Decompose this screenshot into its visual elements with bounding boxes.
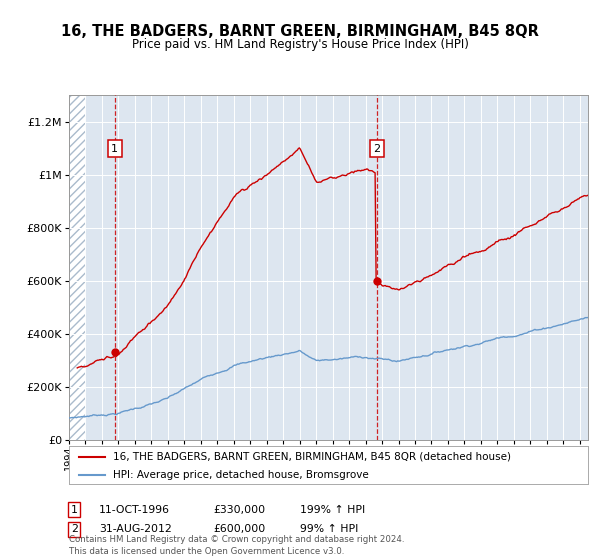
Text: 99% ↑ HPI: 99% ↑ HPI [300,524,358,534]
Text: £600,000: £600,000 [213,524,265,534]
Text: 2: 2 [373,143,380,153]
Text: 16, THE BADGERS, BARNT GREEN, BIRMINGHAM, B45 8QR (detached house): 16, THE BADGERS, BARNT GREEN, BIRMINGHAM… [113,452,511,462]
Text: Price paid vs. HM Land Registry's House Price Index (HPI): Price paid vs. HM Land Registry's House … [131,38,469,51]
Text: 31-AUG-2012: 31-AUG-2012 [99,524,172,534]
Text: 16, THE BADGERS, BARNT GREEN, BIRMINGHAM, B45 8QR: 16, THE BADGERS, BARNT GREEN, BIRMINGHAM… [61,24,539,39]
Text: 199% ↑ HPI: 199% ↑ HPI [300,505,365,515]
Text: Contains HM Land Registry data © Crown copyright and database right 2024.
This d: Contains HM Land Registry data © Crown c… [69,535,404,556]
Text: 1: 1 [112,143,118,153]
Text: 2: 2 [71,524,77,534]
Text: £330,000: £330,000 [213,505,265,515]
Text: 11-OCT-1996: 11-OCT-1996 [99,505,170,515]
Bar [69,95,85,440]
Text: HPI: Average price, detached house, Bromsgrove: HPI: Average price, detached house, Brom… [113,470,369,480]
Text: 1: 1 [71,505,77,515]
